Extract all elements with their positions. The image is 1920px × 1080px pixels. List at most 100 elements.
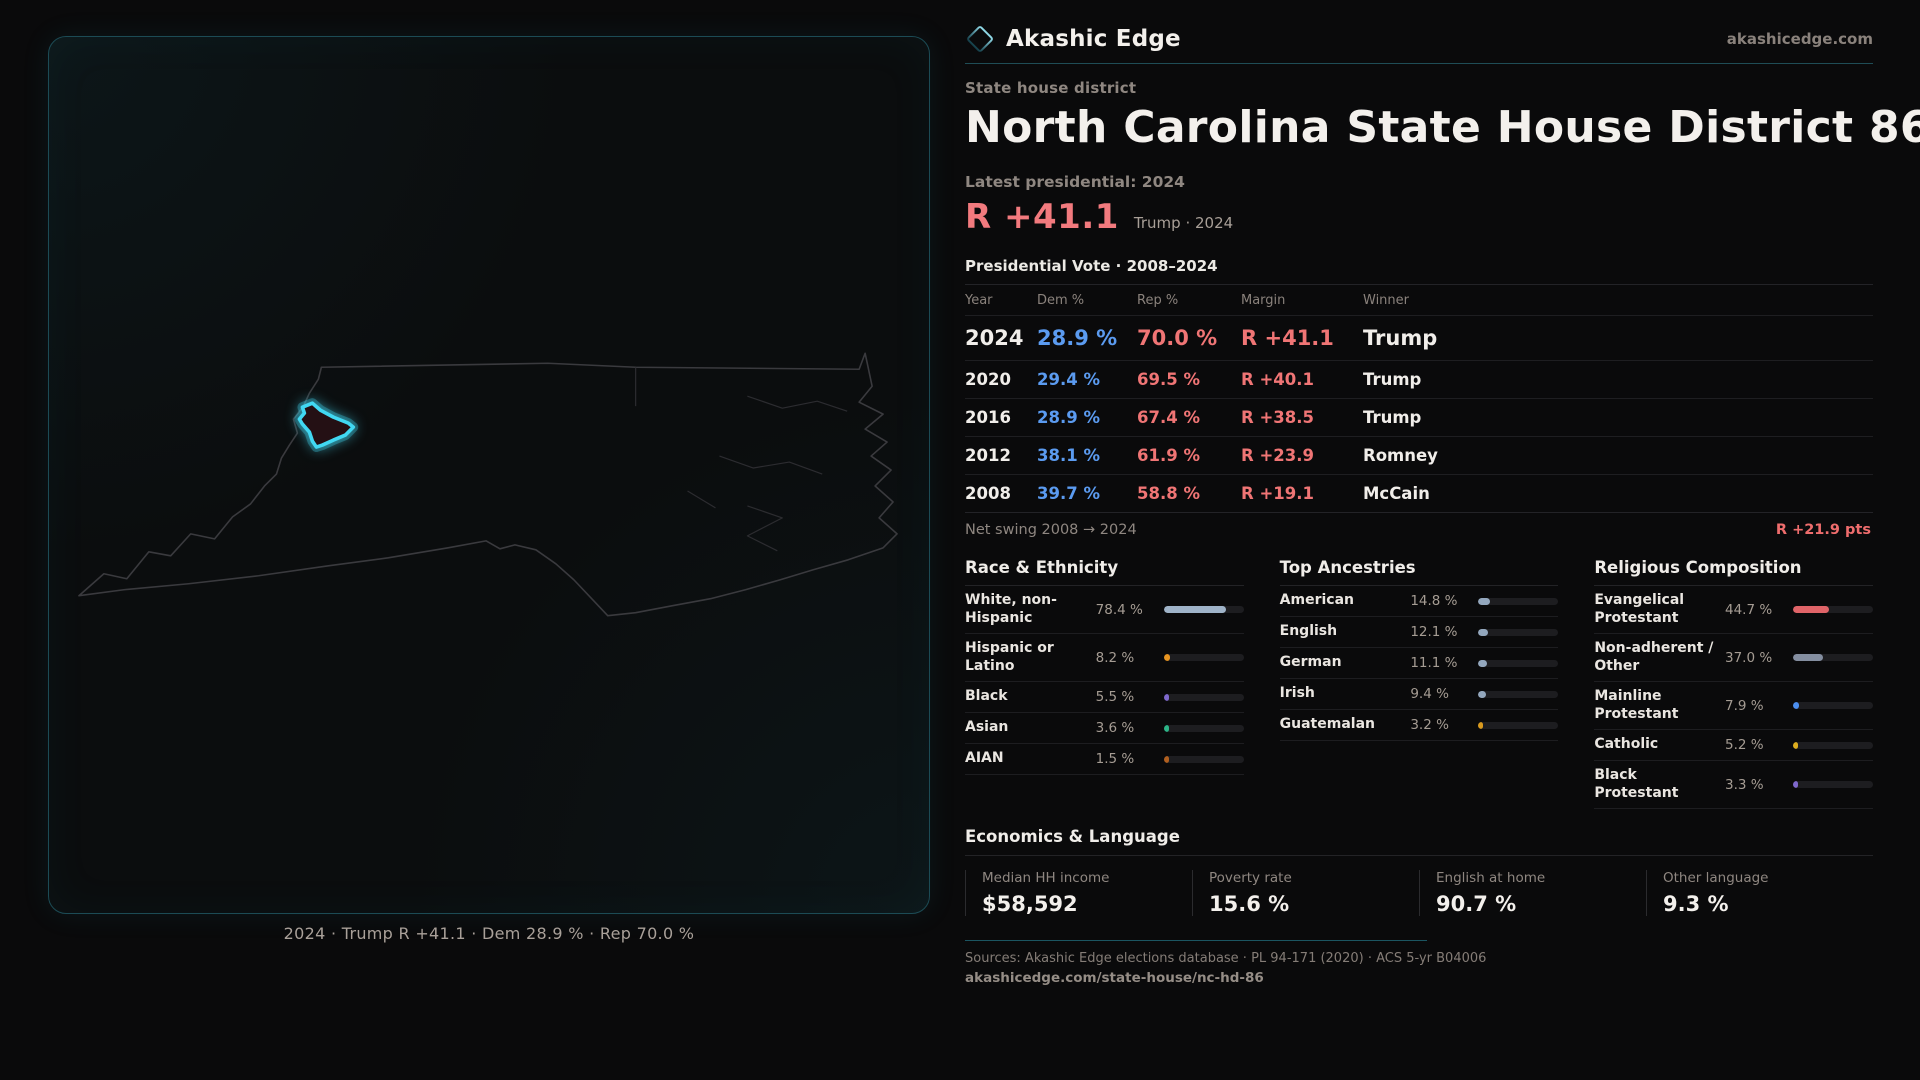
demo-row: Hispanic or Latino 8.2 % <box>965 634 1244 682</box>
demo-bar <box>1478 628 1559 636</box>
demo-row: Catholic 5.2 % <box>1594 730 1873 761</box>
demo-bar <box>1163 755 1244 763</box>
ancestry-section: Top Ancestries American 14.8 % English 1… <box>1279 558 1559 809</box>
table-row: 2024 28.9 % 70.0 % R +41.1 Trump <box>965 315 1873 360</box>
col-rep: Rep % <box>1137 293 1179 308</box>
sources-text: Sources: Akashic Edge elections database… <box>965 951 1487 966</box>
net-swing-row: Net swing 2008 → 2024 R +21.9 pts <box>965 512 1873 546</box>
cell-winner: Trump <box>1363 370 1422 389</box>
stat-median-income: Median HH income $58,592 <box>965 870 1192 916</box>
demo-bar <box>1792 654 1873 661</box>
demo-label: Irish <box>1279 685 1315 702</box>
ancestry-title: Top Ancestries <box>1279 558 1559 586</box>
demo-row: Black 5.5 % <box>965 682 1244 713</box>
race-section: Race & Ethnicity White, non-Hispanic 78.… <box>965 558 1244 809</box>
footer-divider <box>965 940 1427 941</box>
stat-value: 9.3 % <box>1663 892 1729 916</box>
demo-row: Mainline Protestant 7.9 % <box>1594 682 1873 730</box>
demo-bar-fill <box>1163 724 1169 732</box>
demo-bar <box>1163 654 1244 661</box>
stat-label: Median HH income <box>982 870 1110 886</box>
cell-margin: R +41.1 <box>1241 326 1334 350</box>
demo-label: English <box>1279 623 1338 640</box>
nc-coast-detail-2 <box>719 455 823 475</box>
stat-label: Poverty rate <box>1209 870 1292 886</box>
headline-margin-sub: Trump · 2024 <box>1133 214 1234 232</box>
demo-row: Non-adherent / Other 37.0 % <box>1594 634 1873 682</box>
permalink-url[interactable]: akashicedge.com/state-house/nc-hd-86 <box>965 970 1264 986</box>
cell-rep: 69.5 % <box>1137 370 1200 389</box>
district-86-shape[interactable] <box>297 401 356 449</box>
cell-margin: R +19.1 <box>1241 484 1314 503</box>
vote-table-title: Presidential Vote · 2008–2024 <box>965 257 1218 275</box>
cell-dem: 38.1 % <box>1037 446 1100 465</box>
demo-bar-fill <box>1478 690 1486 698</box>
demo-bar-fill <box>1163 693 1169 701</box>
map-panel <box>48 36 930 914</box>
nc-coast-detail-4 <box>687 490 716 509</box>
nc-coast-detail-1 <box>747 395 848 412</box>
demo-bar-fill <box>1163 606 1227 613</box>
demo-label: Non-adherent / Other <box>1594 640 1714 674</box>
demo-label: Asian <box>965 719 1009 736</box>
demo-bar <box>1792 741 1873 749</box>
demo-bar-fill <box>1478 721 1484 729</box>
demo-value: 8.2 % <box>1095 649 1135 666</box>
vote-table: Year Dem % Rep % Margin Winner 2024 28.9… <box>965 284 1873 546</box>
cell-year: 2020 <box>965 370 1011 389</box>
demo-value: 5.5 % <box>1095 689 1135 705</box>
stat-label: Other language <box>1663 870 1769 886</box>
nc-coast-detail-3 <box>746 505 783 552</box>
demo-bar <box>1792 606 1873 613</box>
diamond-logo-icon <box>967 26 993 52</box>
demo-bar-fill <box>1792 741 1798 749</box>
kicker: State house district <box>965 79 1137 97</box>
table-row: 2020 29.4 % 69.5 % R +40.1 Trump <box>965 360 1873 398</box>
demo-bar <box>1478 721 1559 729</box>
demo-bar <box>1792 702 1873 709</box>
stat-label: English at home <box>1436 870 1546 886</box>
cell-rep: 67.4 % <box>1137 408 1200 427</box>
demo-label: Catholic <box>1594 736 1659 753</box>
table-row: 2012 38.1 % 61.9 % R +23.9 Romney <box>965 436 1873 474</box>
demo-bar <box>1163 606 1244 613</box>
demographics-grid: Race & Ethnicity White, non-Hispanic 78.… <box>965 558 1873 809</box>
demo-label: Hispanic or Latino <box>965 640 1054 674</box>
brand-site-link[interactable]: akashicedge.com <box>1726 30 1873 48</box>
stat-value: 15.6 % <box>1209 892 1290 916</box>
demo-bar-fill <box>1792 654 1823 661</box>
economics-stats: Median HH income $58,592 Poverty rate 15… <box>965 870 1873 916</box>
demo-value: 3.2 % <box>1410 717 1449 733</box>
cell-margin: R +38.5 <box>1241 408 1314 427</box>
economics-title: Economics & Language <box>965 827 1873 856</box>
demo-bar-fill <box>1478 597 1491 605</box>
demo-row: Guatemalan 3.2 % <box>1279 710 1559 741</box>
demo-row: English 12.1 % <box>1279 617 1559 648</box>
demo-value: 1.5 % <box>1095 751 1135 767</box>
cell-winner: Trump <box>1363 408 1422 427</box>
cell-winner: Romney <box>1363 446 1438 465</box>
cell-year: 2008 <box>965 484 1011 503</box>
demo-row: White, non-Hispanic 78.4 % <box>965 586 1244 634</box>
demo-bar <box>1478 597 1559 605</box>
demo-row: AIAN 1.5 % <box>965 744 1244 775</box>
stat-value: $58,592 <box>982 892 1078 916</box>
nc-state-outline <box>78 352 898 617</box>
cell-dem: 28.9 % <box>1037 326 1118 350</box>
demo-bar-fill <box>1792 606 1829 613</box>
demo-bar <box>1792 781 1873 788</box>
demo-value: 3.3 % <box>1724 776 1764 793</box>
cell-margin: R +40.1 <box>1241 370 1314 389</box>
table-row: 2016 28.9 % 67.4 % R +38.5 Trump <box>965 398 1873 436</box>
demo-value: 5.2 % <box>1724 737 1764 753</box>
cell-winner: Trump <box>1363 326 1438 350</box>
demo-row: Black Protestant 3.3 % <box>1594 761 1873 809</box>
net-swing-value: R +21.9 pts <box>1775 522 1871 538</box>
brand-name: Akashic Edge <box>1006 26 1181 52</box>
cell-year: 2012 <box>965 446 1011 465</box>
demo-value: 14.8 % <box>1410 593 1458 609</box>
demo-label: Mainline Protestant <box>1594 688 1679 722</box>
cell-dem: 39.7 % <box>1037 484 1100 503</box>
col-margin: Margin <box>1241 293 1286 308</box>
cell-dem: 29.4 % <box>1037 370 1100 389</box>
